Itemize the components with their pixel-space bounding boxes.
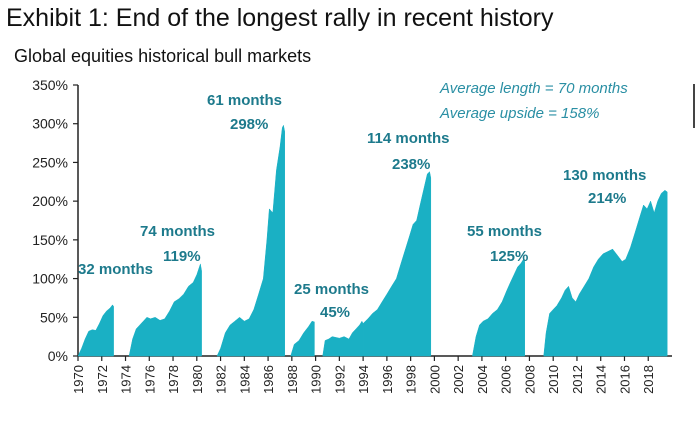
x-tick-label: 2000	[427, 365, 442, 394]
x-tick-label: 1984	[237, 365, 252, 394]
duration-label: 114 months	[367, 130, 450, 147]
x-tick-label: 1986	[261, 365, 276, 394]
upside-label: 125%	[490, 248, 528, 265]
x-tick-label: 1990	[309, 365, 324, 394]
duration-label: 32 months	[78, 261, 153, 278]
y-tick-label: 0%	[48, 348, 68, 364]
y-tick-label: 300%	[32, 116, 68, 132]
upside-label: 238%	[392, 156, 430, 173]
x-tick-label: 2006	[499, 365, 514, 394]
x-tick-label: 2016	[617, 365, 632, 394]
bull-market-area-5	[322, 320, 364, 357]
x-axis: 1970 1972 1974 1976 1978 1980 1982 1984 1986 1988…	[71, 355, 672, 394]
duration-label: 74 months	[140, 223, 215, 240]
x-tick-label: 2012	[570, 365, 585, 394]
annotations: 32 months 74 months 119% 61 months 298% 25 mo…	[78, 92, 646, 321]
y-tick-label: 350%	[32, 77, 68, 93]
x-tick-label: 2008	[522, 365, 537, 394]
x-tick-label: 1994	[356, 365, 371, 394]
bull-market-area-1	[77, 304, 114, 357]
y-tick-label: 200%	[32, 193, 68, 209]
y-tick-label: 100%	[32, 271, 68, 287]
duration-label: 61 months	[207, 92, 282, 109]
duration-label: 130 months	[563, 167, 646, 184]
x-tick-label: 1972	[95, 365, 110, 394]
x-tick-label: 1982	[214, 365, 229, 394]
chart-title: Exhibit 1: End of the longest rally in r…	[6, 4, 554, 32]
x-tick-label: 1998	[404, 365, 419, 394]
y-tick-label: 150%	[32, 232, 68, 248]
bull-market-area-8	[543, 189, 668, 357]
x-tick-label: 1996	[380, 365, 395, 394]
bull-market-area-4	[290, 320, 315, 357]
upside-label: 45%	[320, 304, 350, 321]
x-tick-label: 2002	[451, 365, 466, 394]
upside-label: 214%	[588, 190, 626, 207]
bull-market-areas	[77, 124, 668, 357]
x-tick-label: 2014	[594, 365, 609, 394]
bull-market-area-3	[216, 124, 285, 357]
x-tick-label: 1988	[285, 365, 300, 394]
x-tick-label: 1976	[142, 365, 157, 394]
upside-label: 119%	[163, 248, 201, 265]
x-tick-label: 1992	[332, 365, 347, 394]
y-tick-label: 250%	[32, 154, 68, 170]
avg-length-note: Average length = 70 months	[439, 80, 628, 97]
upside-label: 298%	[230, 116, 268, 133]
bull-market-area-7	[472, 258, 525, 357]
bull-market-area-6	[362, 171, 432, 357]
duration-label: 55 months	[467, 223, 542, 240]
x-tick-label: 2004	[475, 365, 490, 394]
x-tick-label: 1980	[190, 365, 205, 394]
y-axis: 0% 50% 100% 150% 200% 250% 300% 350%	[32, 77, 79, 364]
x-tick-label: 1974	[119, 365, 134, 394]
bull-market-area-2	[128, 263, 202, 357]
x-tick-label: 1970	[71, 365, 86, 394]
x-tick-label: 1978	[166, 365, 181, 394]
y-tick-label: 50%	[40, 309, 68, 325]
x-tick-label: 2010	[546, 365, 561, 394]
x-tick-label: 2018	[641, 365, 656, 394]
duration-label: 25 months	[294, 281, 369, 298]
avg-upside-note: Average upside = 158%	[439, 105, 599, 122]
chart-subtitle: Global equities historical bull markets	[14, 46, 312, 66]
